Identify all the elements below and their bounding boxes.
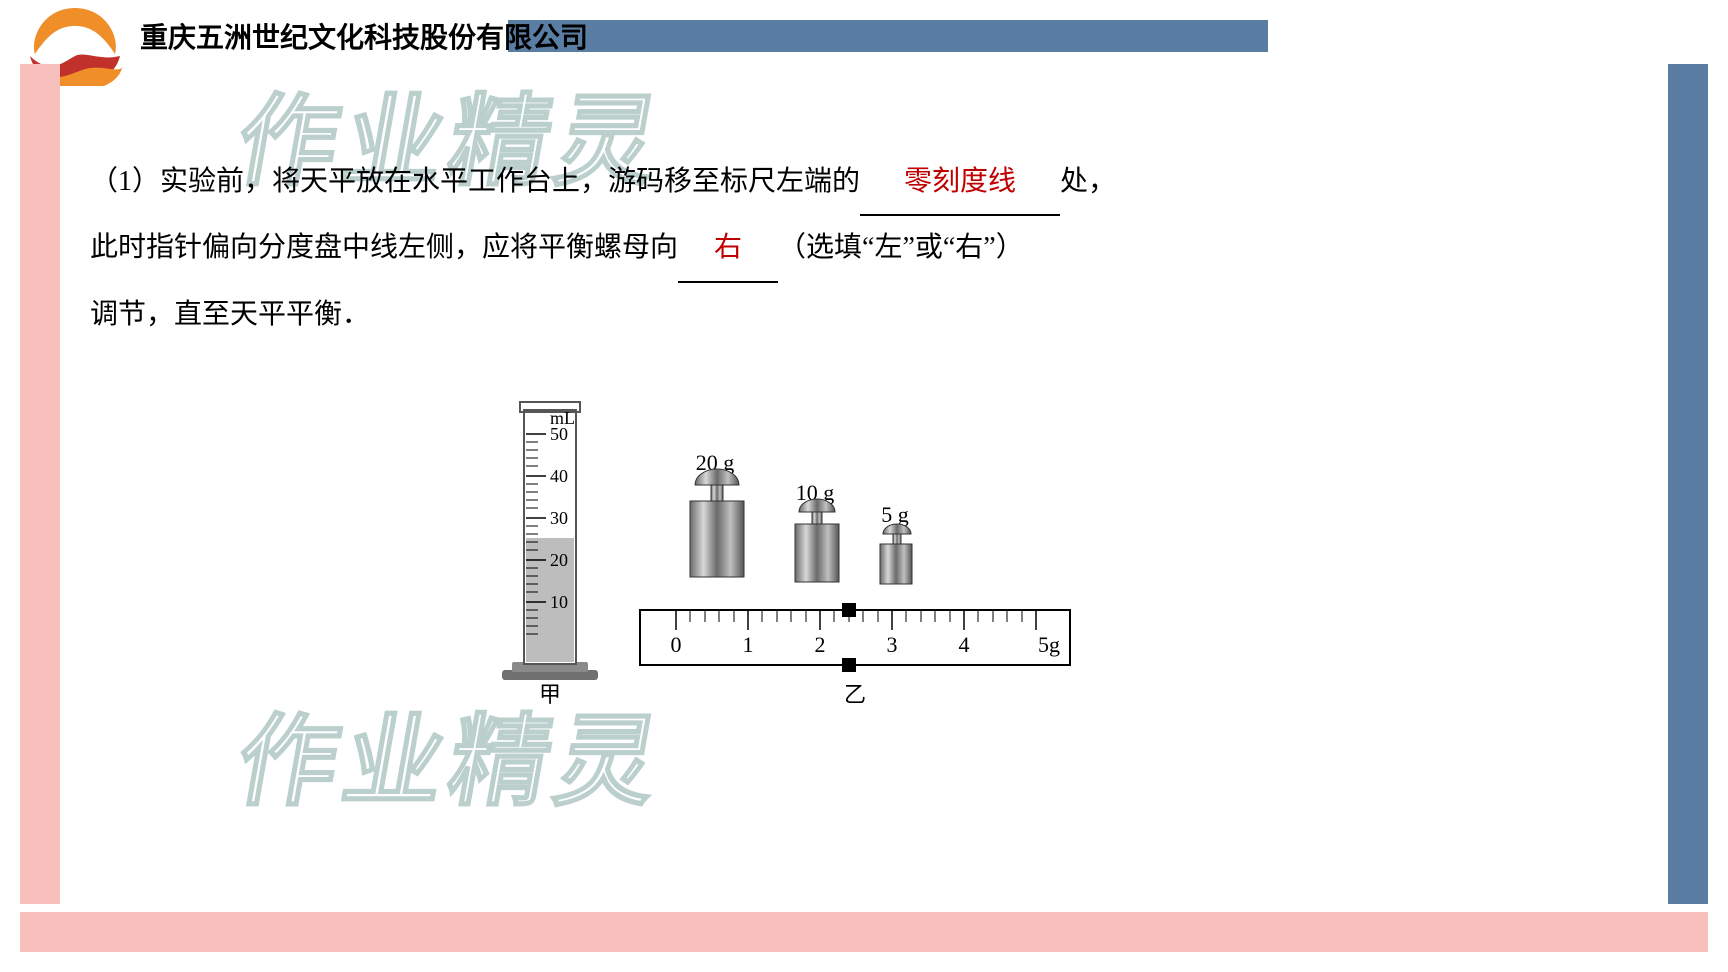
answer-2: 右 [714,232,742,263]
frame-left-bar [20,64,60,904]
svg-text:2: 2 [815,632,826,657]
question-text: （1）实验前，将天平放在水平工作台上，游码移至标尺左端的 零刻度线 处， 此时指针偏… [90,150,1630,347]
experiment-diagram: mL 50 40 30 20 10 甲 20 g [490,390,1230,740]
label-jia: 甲 [539,682,561,707]
answer-1: 零刻度线 [904,166,1016,197]
header-accent-bar [508,20,1268,52]
q-after-a1: 处， [1060,166,1116,197]
blank-1: 零刻度线 [860,150,1060,216]
q-line3: 调节，直至天平平衡． [90,299,370,330]
cyl-tick-40: 40 [550,466,568,486]
cyl-tick-10: 10 [550,592,568,612]
frame-bottom-bar [20,912,1708,952]
svg-text:5 g: 5 g [881,502,909,527]
label-yi: 乙 [844,682,866,707]
cyl-tick-50: 50 [550,424,568,444]
q-part1: （1）实验前，将天平放在水平工作台上，游码移至标尺左端的 [90,166,860,197]
ruler-icon: 0 1 2 3 4 5g [640,603,1070,672]
company-name: 重庆五洲世纪文化科技股份有限公司 [140,16,588,56]
svg-text:1: 1 [743,632,754,657]
cyl-tick-20: 20 [550,550,568,570]
weight-10g-icon: 10 g [795,480,839,582]
q-line2b: （选填“左”或“右”） [778,232,1024,263]
q-line2a: 此时指针偏向分度盘中线左侧，应将平衡螺母向 [90,232,678,263]
cylinder-icon: mL 50 40 30 20 10 [502,402,598,680]
blank-2: 右 [678,216,778,282]
rider-icon [842,603,856,617]
cyl-tick-30: 30 [550,508,568,528]
svg-text:4: 4 [959,632,970,657]
svg-text:3: 3 [887,632,898,657]
weight-20g-icon: 20 g [690,450,744,577]
svg-text:0: 0 [671,632,682,657]
weight-5g-icon: 5 g [880,502,912,584]
svg-text:5g: 5g [1038,632,1060,657]
frame-right-bar [1668,64,1708,904]
